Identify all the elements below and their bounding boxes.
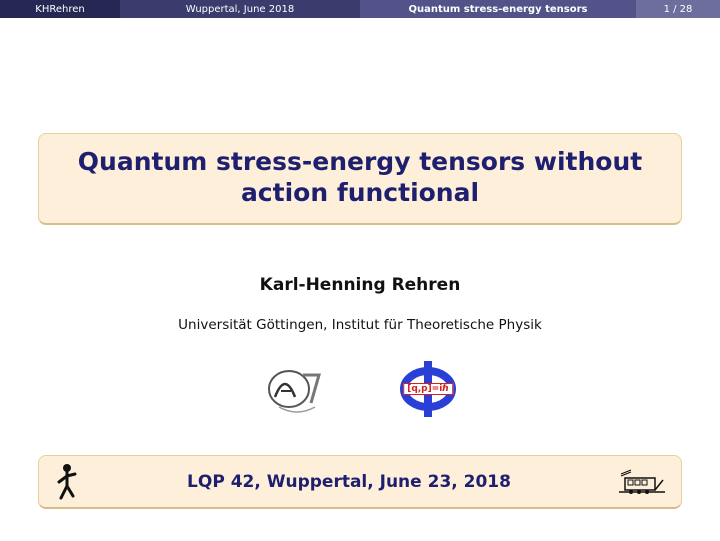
headline-author: KHRehren: [0, 0, 120, 18]
ca-logo-icon: [261, 361, 333, 417]
headline-venue: Wuppertal, June 2018: [120, 0, 360, 18]
affiliation: Universität Göttingen, Institut für Theo…: [0, 317, 720, 333]
headline-title: Quantum stress-energy tensors: [360, 0, 636, 18]
phi-logo: [q,p]=iℏ: [397, 359, 459, 419]
talk-title: Quantum stress-energy tensors without ac…: [49, 146, 671, 209]
runner-icon: [55, 462, 79, 502]
venue-block: LQP 42, Wuppertal, June 23, 2018: [38, 455, 682, 509]
logo-row: [q,p]=iℏ: [0, 359, 720, 419]
slide-headline: KHRehren Wuppertal, June 2018 Quantum st…: [0, 0, 720, 18]
title-block: Quantum stress-energy tensors without ac…: [38, 133, 682, 225]
venue-text: LQP 42, Wuppertal, June 23, 2018: [79, 472, 619, 492]
train-icon: [619, 468, 665, 496]
phi-commutator-box: [q,p]=iℏ: [403, 383, 453, 395]
headline-page: 1 / 28: [636, 0, 720, 18]
author-name: Karl-Henning Rehren: [0, 275, 720, 295]
phi-commutator-text: [q,p]=iℏ: [407, 384, 449, 394]
